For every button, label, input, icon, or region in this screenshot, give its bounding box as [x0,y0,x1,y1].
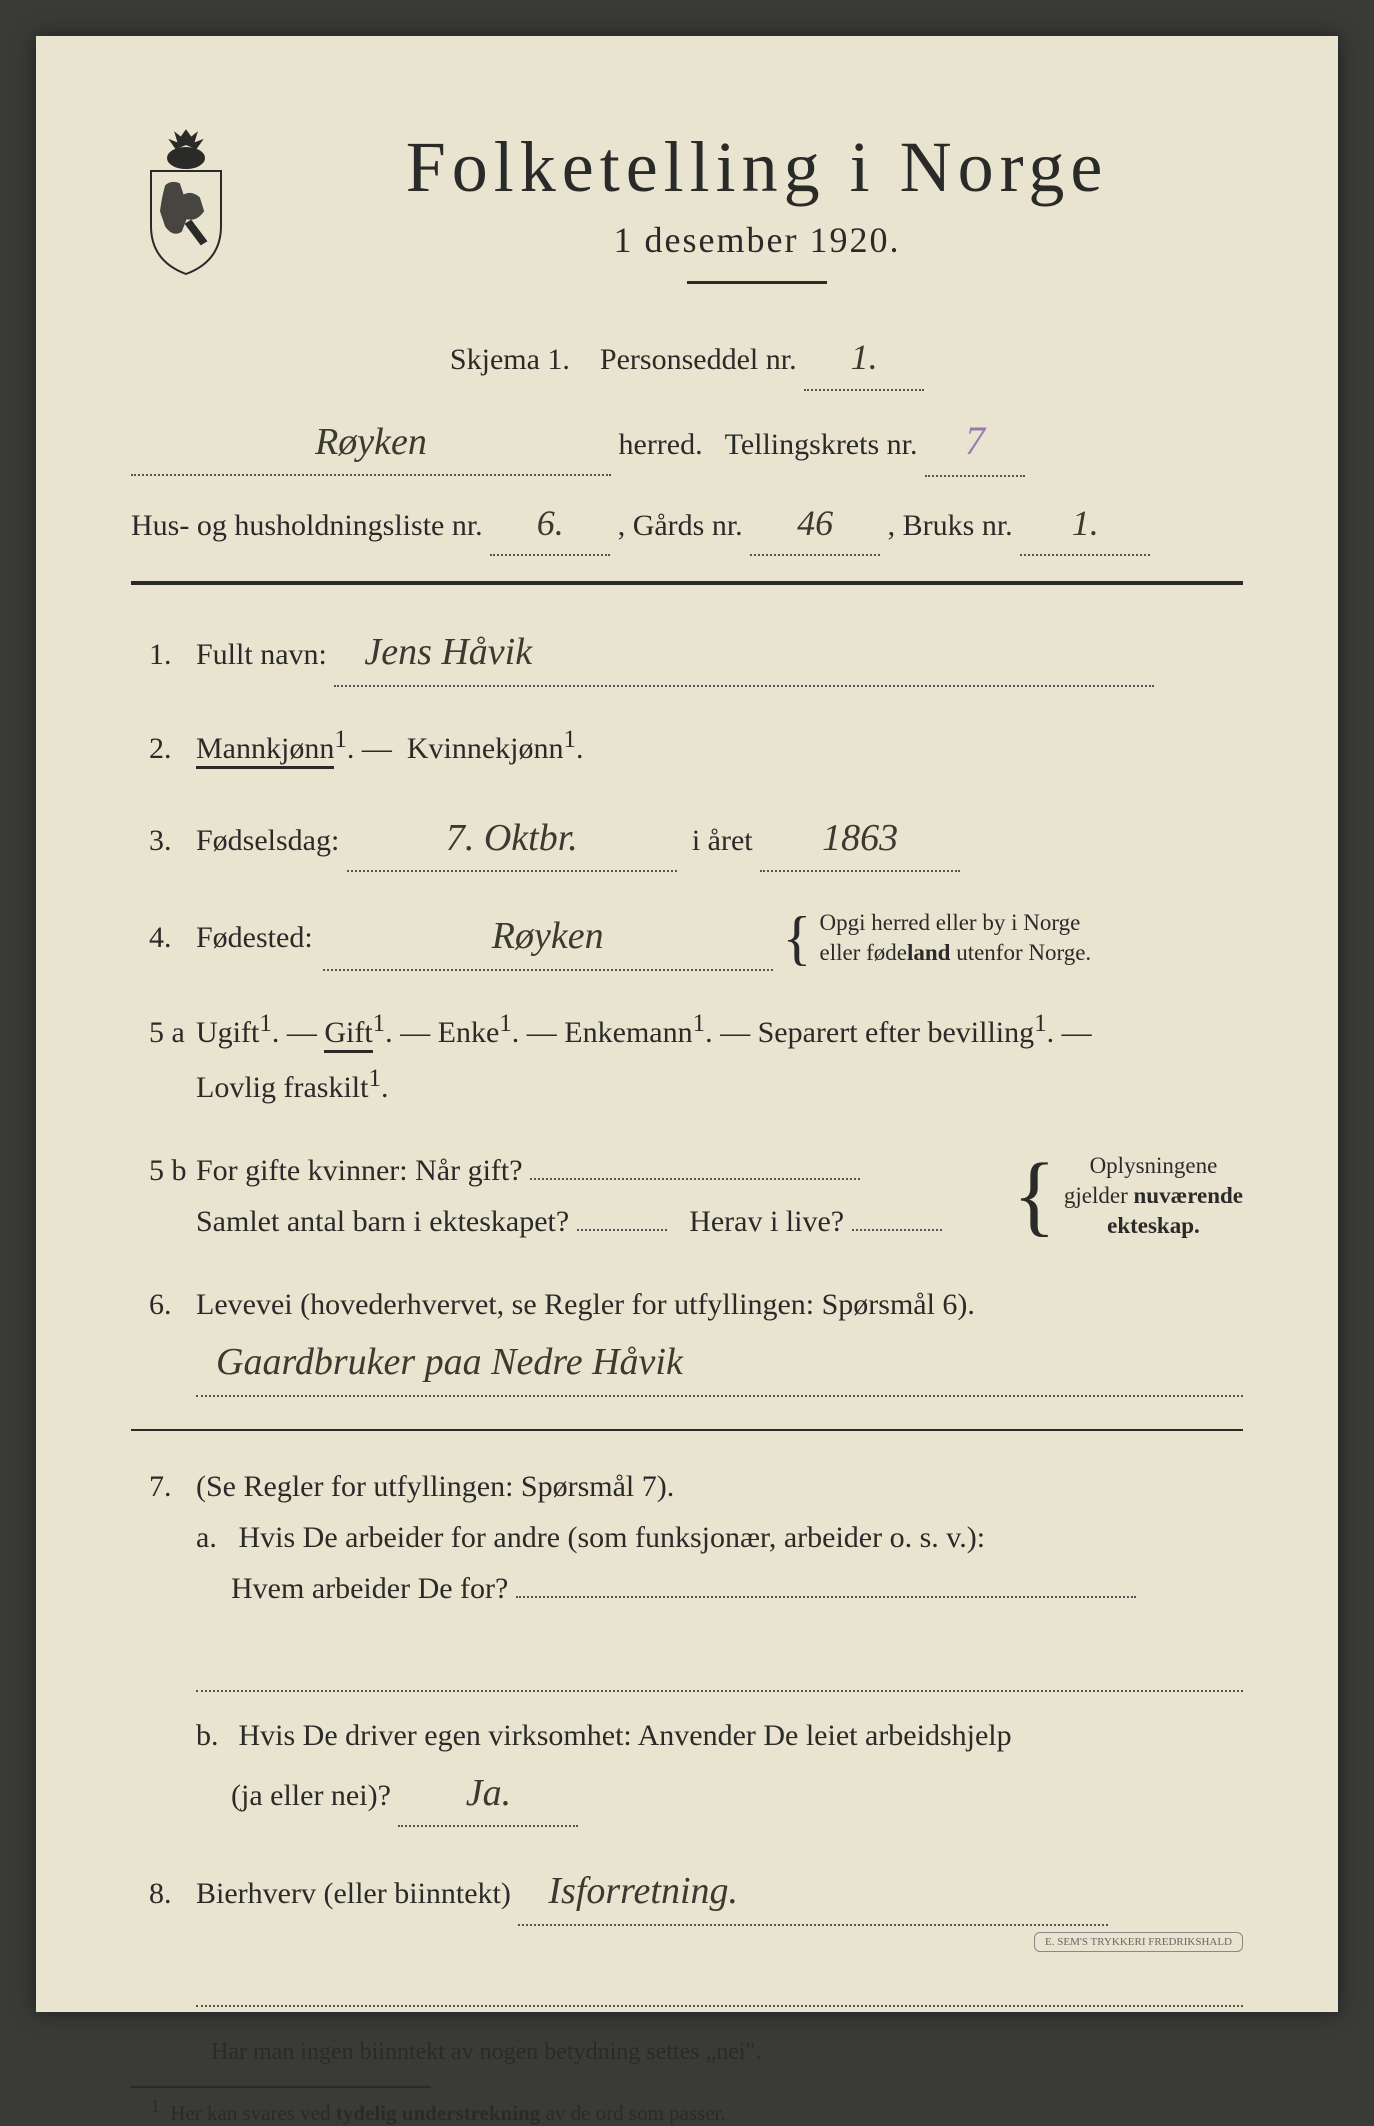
q2-kvinne: Kvinnekjønn [407,732,564,765]
q2-sep: . — [347,732,392,765]
q5a-s5: 1 [1034,1010,1047,1037]
q4-note-a: Opgi herred eller by i Norge [819,910,1080,935]
footnote-rule [131,2086,431,2088]
q3-year: 1863 [822,817,898,859]
q4-note-brace: { Opgi herred eller by i Norge eller fød… [783,908,1092,968]
q5b-label: For gifte kvinner: Når gift? [196,1154,523,1187]
title-rule [687,281,827,284]
q5a-s1: 1 [259,1010,272,1037]
printer-stamp: E. SEM'S TRYKKERI FREDRIKSHALD [1034,1932,1243,1952]
q5a-gift: Gift [324,1016,372,1053]
skjema-label: Skjema 1. [450,343,570,376]
q2-num: 2. [131,723,196,774]
q2-sup1: 1 [334,726,347,753]
q5a-row: 5 a Ugift1. — Gift1. — Enke1. — Enkemann… [131,1003,1243,1113]
husliste-label: Hus- og husholdningsliste nr. [131,509,483,542]
q7b-value: Ja. [466,1772,511,1814]
title-block: Folketelling i Norge 1 desember 1920. [271,126,1243,319]
q6-value: Gaardbruker paa Nedre Håvik [216,1341,683,1383]
main-title: Folketelling i Norge [271,126,1243,209]
q5b-note2: gjelder nuværende [1064,1183,1243,1208]
q2-row: 2. Mannkjønn1. — Kvinnekjønn1. [131,719,1243,774]
q6-label: Levevei (hovederhvervet, se Regler for u… [196,1288,975,1321]
q7-row: 7. (Se Regler for utfyllingen: Spørsmål … [131,1461,1243,1828]
q5a-s6: 1 [368,1065,381,1092]
q7a-letter: a. [196,1512,231,1563]
q5a-s4: 1 [693,1010,706,1037]
q8-num: 8. [131,1868,196,1919]
footnote-sup: 1 [151,2096,160,2116]
gards-label: , Gårds nr. [618,509,743,542]
coat-of-arms-icon [131,126,241,276]
q5b-num: 5 b [131,1145,196,1196]
footnote: 1 Her kan svares ved tydelig understrekn… [131,2096,1243,2126]
q4-value: Røyken [492,915,604,957]
q5a-s3: 1 [499,1010,512,1037]
meta-skjema-line: Skjema 1. Personseddel nr. 1. [131,329,1243,391]
meta-herred-line: Røyken herred. Tellingskrets nr. 7 [131,409,1243,477]
q5b-row: 5 b For gifte kvinner: Når gift? Samlet … [131,1145,1243,1247]
header-row: Folketelling i Norge 1 desember 1920. [131,126,1243,319]
q8-label: Bierhverv (eller biinntekt) [196,1877,511,1910]
q5a-enkemann: Enkemann [564,1016,692,1049]
q3-num: 3. [131,815,196,866]
q1-label: Fullt navn: [196,638,327,671]
q5b-note1: Oplysningene [1090,1153,1218,1178]
q5a-ugift: Ugift [196,1016,259,1049]
q5a-separert: Separert efter bevilling [758,1016,1035,1049]
q3-mid: i året [692,824,753,857]
personseddel-label: Personseddel nr. [600,343,797,376]
q5b-herav: Herav i live? [689,1205,844,1238]
q7a-line1: Hvis De arbeider for andre (som funksjon… [239,1521,986,1554]
q5b-note-brace: { Oplysningene gjelder nuværende ekteska… [1013,1151,1243,1241]
q1-row: 1. Fullt navn: Jens Håvik [131,620,1243,687]
bruks-label: , Bruks nr. [888,509,1013,542]
q4-note-b: eller fødeland utenfor Norge. [819,940,1091,965]
q5a-lovlig: Lovlig fraskilt [196,1071,368,1104]
q5b-barn: Samlet antal barn i ekteskapet? [196,1205,569,1238]
q3-row: 3. Fødselsdag: 7. Oktbr. i året 1863 [131,806,1243,873]
q7b-line1: Hvis De driver egen virksomhet: Anvender… [239,1719,1012,1752]
herred-label: herred. [619,428,703,461]
q4-row: 4. Fødested: Røyken { Opgi herred eller … [131,904,1243,971]
footnote-text: Her kan svares ved tydelig understreknin… [170,2101,725,2125]
q4-num: 4. [131,912,196,963]
q5a-s2: 1 [373,1010,386,1037]
tellingskrets-label: Tellingskrets nr. [725,428,918,461]
q2-sup2: 1 [563,726,576,753]
q1-value: Jens Håvik [364,631,532,673]
personseddel-nr: 1. [851,337,878,377]
q6-row: 6. Levevei (hovederhvervet, se Regler fo… [131,1279,1243,1397]
q4-label: Fødested: [196,912,313,963]
q6-num: 6. [131,1279,196,1330]
q7b-letter: b. [196,1710,231,1761]
census-form-page: Folketelling i Norge 1 desember 1920. Sk… [36,36,1338,2012]
subtitle: 1 desember 1920. [271,219,1243,261]
q7b-line2: (ja eller nei)? [196,1779,391,1812]
q5a-enke: Enke [438,1016,500,1049]
q5a-num: 5 a [131,1007,196,1058]
q5b-note3: ekteskap. [1107,1213,1200,1238]
bottom-note: Har man ingen biinntekt av nogen betydni… [131,2039,1243,2066]
q7-num: 7. [131,1461,196,1512]
q2-mann: Mannkjønn [196,732,334,769]
q1-num: 1. [131,629,196,680]
thick-rule-top [131,581,1243,585]
meta-husliste-line: Hus- og husholdningsliste nr. 6. , Gårds… [131,495,1243,557]
bruks-nr: 1. [1072,503,1099,543]
q7-label: (Se Regler for utfyllingen: Spørsmål 7). [196,1470,674,1503]
herred-value: Røyken [315,421,427,463]
q3-label: Fødselsdag: [196,824,339,857]
thin-rule-mid [131,1429,1243,1431]
q7a-line2: Hvem arbeider De for? [196,1572,508,1605]
husliste-nr: 6. [537,503,564,543]
q3-day: 7. Oktbr. [446,817,578,859]
q8-value: Isforretning. [548,1870,738,1912]
gards-nr: 46 [797,503,833,543]
tellingskrets-nr: 7 [965,418,985,463]
